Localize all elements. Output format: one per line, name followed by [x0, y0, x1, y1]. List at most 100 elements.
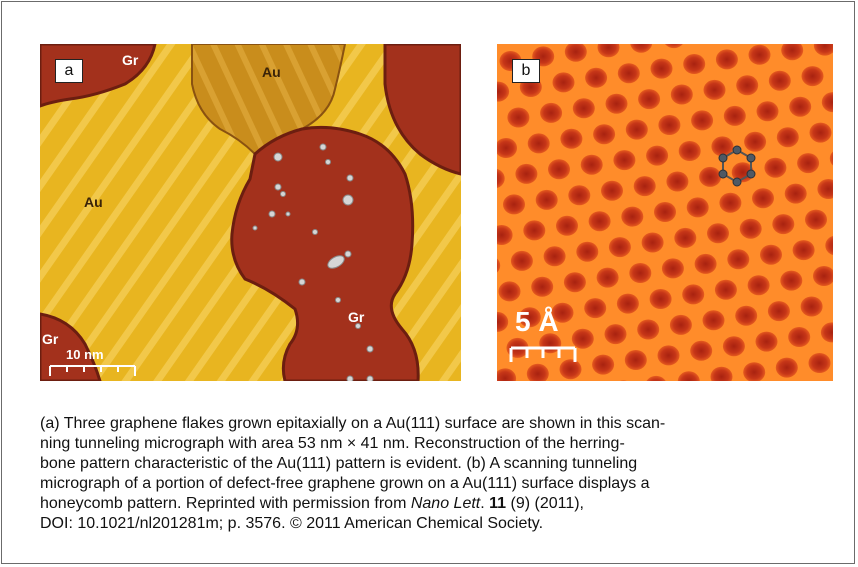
label-au-top: Au	[262, 64, 281, 80]
lattice-hole	[585, 67, 608, 88]
lattice-hole	[727, 249, 750, 270]
lattice-hole	[629, 263, 652, 283]
lattice-hole	[809, 122, 832, 143]
lattice-hole	[677, 371, 700, 381]
lattice-hole	[715, 49, 738, 70]
lattice-hole	[686, 197, 709, 218]
lattice-hole	[752, 188, 774, 209]
lattice-hole	[646, 375, 666, 381]
lattice-hole	[657, 345, 680, 366]
lattice-hole	[613, 150, 636, 171]
lattice-hole	[805, 209, 827, 230]
honeycomb-lattice	[497, 44, 833, 381]
lattice-hole	[649, 289, 672, 309]
lattice-hole	[747, 275, 770, 296]
lattice-hole	[596, 267, 619, 288]
carbon-ring-overlay	[718, 145, 756, 187]
lattice-hole	[658, 115, 681, 135]
caption-volume: 11	[489, 495, 507, 512]
figure-caption: (a) Three graphene flakes grown epitaxia…	[40, 414, 830, 534]
label-gr-bottom-left: Gr	[42, 331, 59, 347]
lattice-hole	[527, 133, 550, 154]
caption-after-volume: (9) (2011),	[506, 495, 584, 512]
caption-line-1: (a) Three graphene flakes grown epitaxia…	[40, 415, 666, 432]
lattice-hole	[588, 211, 611, 232]
caption-line-5: honeycomb pattern. Reprinted with permis…	[40, 494, 830, 514]
lattice-hole	[556, 215, 578, 236]
lattice-hole	[535, 189, 558, 210]
lattice-hole	[576, 241, 599, 262]
lattice-hole	[531, 276, 554, 297]
scale-bar-a	[49, 365, 136, 376]
lattice-hole	[703, 79, 726, 100]
lattice-hole	[714, 279, 737, 300]
lattice-hole	[604, 324, 627, 345]
lattice-hole	[625, 119, 648, 140]
lattice-hole	[722, 336, 745, 357]
lattice-hole	[592, 354, 615, 375]
lattice-hole	[526, 363, 549, 381]
lattice-hole	[780, 270, 803, 291]
lattice-hole	[646, 145, 669, 166]
lattice-hole	[768, 70, 791, 91]
caption-line-6: DOI: 10.1021/nl201281m; p. 3576. © 2011 …	[40, 515, 544, 532]
lattice-hole	[670, 84, 693, 105]
lattice-hole	[800, 296, 823, 317]
lattice-hole	[661, 258, 684, 279]
scale-bar-label-a: 10 nm	[66, 347, 104, 362]
lattice-hole	[507, 107, 530, 128]
lattice-hole	[641, 232, 664, 253]
lattice-hole	[616, 293, 639, 314]
lattice-hole	[792, 240, 815, 261]
stm-image-panel-b: b 5 Å	[497, 44, 833, 381]
lattice-hole	[666, 171, 689, 192]
lattice-hole	[694, 253, 717, 274]
graphene-flake-top-right	[383, 44, 461, 176]
lattice-hole	[497, 311, 509, 332]
lattice-hole	[563, 272, 586, 293]
lattice-hole	[743, 362, 766, 381]
lattice-hole	[523, 220, 546, 241]
lattice-hole	[772, 214, 795, 235]
lattice-hole	[813, 266, 833, 286]
lattice-hole	[503, 194, 525, 215]
lattice-hole	[580, 154, 603, 175]
lattice-hole	[707, 223, 729, 244]
stm-image-a	[40, 44, 461, 381]
lattice-hole	[817, 179, 833, 199]
lattice-hole	[510, 250, 533, 271]
lattice-hole	[682, 284, 705, 305]
lattice-hole	[801, 66, 824, 87]
caption-line-4: micrograph of a portion of defect-free g…	[40, 475, 650, 492]
lattice-hole	[829, 151, 833, 166]
lattice-hole	[702, 310, 725, 331]
lattice-hole	[711, 136, 734, 157]
lattice-hole	[781, 44, 804, 61]
caption-line-2: ning tunneling micrograph with area 53 n…	[40, 435, 625, 452]
lattice-hole	[691, 110, 714, 131]
lattice-hole	[584, 298, 607, 319]
lattice-hole	[654, 202, 676, 222]
lattice-hole	[678, 141, 701, 161]
label-gr-center: Gr	[348, 309, 365, 325]
lattice-hole	[674, 227, 697, 248]
lattice-hole	[813, 44, 833, 56]
lattice-hole	[767, 301, 790, 322]
lattice-hole	[764, 157, 787, 178]
lattice-hole	[739, 218, 762, 239]
adsorbate-clusters	[252, 143, 374, 381]
lattice-hole	[568, 185, 591, 206]
lattice-hole	[825, 235, 833, 256]
lattice-hole	[608, 237, 631, 258]
lattice-hole	[690, 340, 713, 361]
lattice-hole	[630, 44, 653, 53]
lattice-hole	[597, 44, 620, 58]
lattice-hole	[497, 225, 513, 245]
lattice-hole	[605, 93, 628, 114]
lattice-hole	[808, 353, 831, 373]
lattice-hole	[821, 92, 833, 113]
lattice-hole	[515, 163, 538, 184]
panel-label-b: b	[512, 59, 540, 83]
lattice-hole	[650, 58, 673, 79]
